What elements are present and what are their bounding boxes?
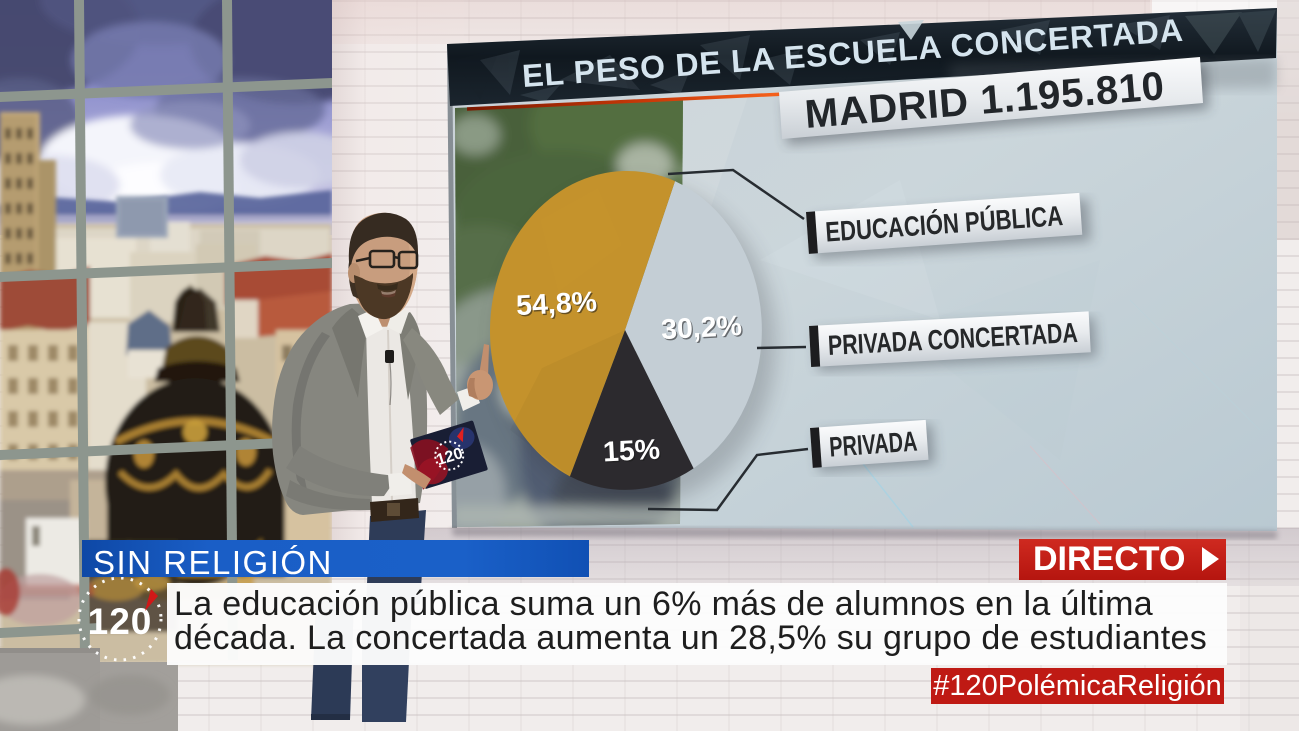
svg-text:30,2%: 30,2%: [660, 310, 742, 346]
svg-text:PRIVADA: PRIVADA: [828, 426, 918, 463]
svg-text:15%: 15%: [602, 434, 661, 469]
svg-text:54,8%: 54,8%: [517, 287, 599, 323]
svg-text:120: 120: [88, 601, 153, 642]
svg-text:30,2%: 30,2%: [662, 311, 744, 347]
svg-text:15%: 15%: [603, 435, 662, 470]
svg-text:54,8%: 54,8%: [515, 286, 597, 322]
